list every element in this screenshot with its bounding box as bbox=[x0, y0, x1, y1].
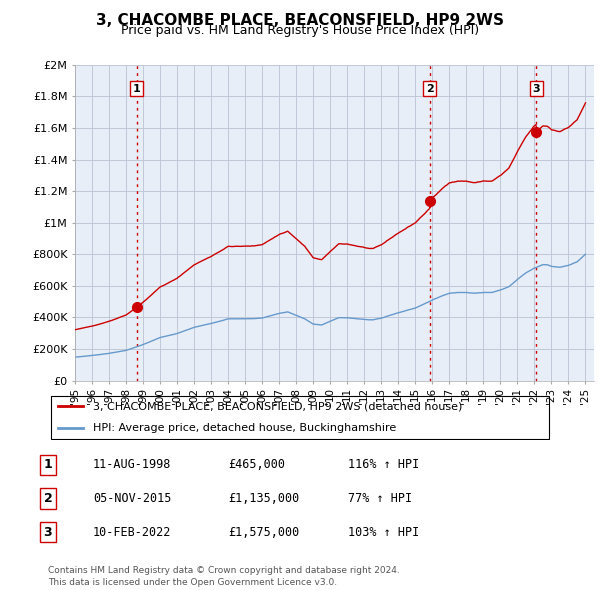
Text: 11-AUG-1998: 11-AUG-1998 bbox=[93, 458, 172, 471]
Text: 3, CHACOMBE PLACE, BEACONSFIELD, HP9 2WS: 3, CHACOMBE PLACE, BEACONSFIELD, HP9 2WS bbox=[96, 13, 504, 28]
Text: 3: 3 bbox=[44, 526, 52, 539]
Text: £465,000: £465,000 bbox=[228, 458, 285, 471]
Text: 2: 2 bbox=[426, 84, 433, 94]
Text: Price paid vs. HM Land Registry's House Price Index (HPI): Price paid vs. HM Land Registry's House … bbox=[121, 24, 479, 37]
Text: 3: 3 bbox=[533, 84, 540, 94]
Text: HPI: Average price, detached house, Buckinghamshire: HPI: Average price, detached house, Buck… bbox=[94, 424, 397, 434]
Text: 116% ↑ HPI: 116% ↑ HPI bbox=[348, 458, 419, 471]
Text: 1: 1 bbox=[133, 84, 140, 94]
Text: 3, CHACOMBE PLACE, BEACONSFIELD, HP9 2WS (detached house): 3, CHACOMBE PLACE, BEACONSFIELD, HP9 2WS… bbox=[94, 401, 463, 411]
Text: 05-NOV-2015: 05-NOV-2015 bbox=[93, 492, 172, 505]
Text: 2: 2 bbox=[44, 492, 52, 505]
Text: £1,575,000: £1,575,000 bbox=[228, 526, 299, 539]
Text: 77% ↑ HPI: 77% ↑ HPI bbox=[348, 492, 412, 505]
Text: £1,135,000: £1,135,000 bbox=[228, 492, 299, 505]
Text: 103% ↑ HPI: 103% ↑ HPI bbox=[348, 526, 419, 539]
Text: 10-FEB-2022: 10-FEB-2022 bbox=[93, 526, 172, 539]
Text: 1: 1 bbox=[44, 458, 52, 471]
Text: Contains HM Land Registry data © Crown copyright and database right 2024.
This d: Contains HM Land Registry data © Crown c… bbox=[48, 566, 400, 587]
